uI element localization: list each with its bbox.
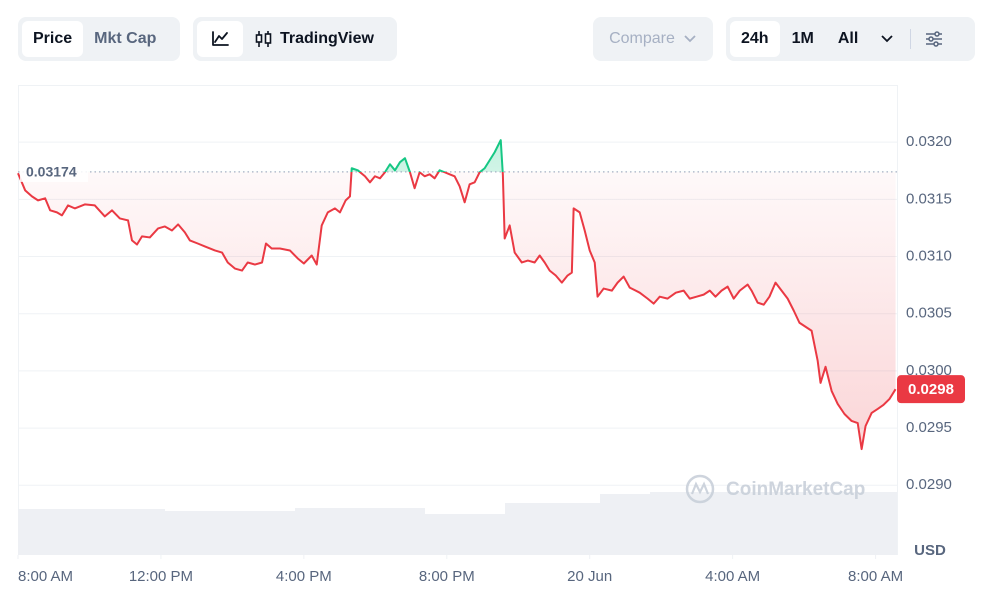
- y-tick-label: 0.0320: [906, 133, 952, 150]
- baseline-label: 0.03174: [26, 164, 77, 180]
- view-group: TradingView: [193, 17, 397, 61]
- x-tick-label: 8:00 PM: [419, 568, 475, 585]
- y-tick-label: 0.0290: [906, 476, 952, 493]
- price-line: [17, 139, 897, 451]
- watermark: CoinMarketCap: [685, 474, 865, 504]
- watermark-logo-mark: [690, 481, 710, 495]
- watermark-text: CoinMarketCap: [726, 479, 865, 500]
- current-price-label: 0.0298: [908, 381, 954, 398]
- tradingview-button[interactable]: TradingView: [243, 21, 385, 57]
- grid: 0.0290 0.0295 0.0300 0.0305 0.0310 0.0315 0.03…: [17, 133, 952, 585]
- range-group: 24h 1M All: [726, 17, 975, 61]
- x-tick-label: 8:00 AM: [848, 568, 903, 585]
- compare-label: Compare: [609, 30, 675, 47]
- settings-icon: [926, 31, 943, 47]
- x-tick-label: 8:00 AM: [18, 568, 73, 585]
- watermark-logo: [685, 474, 715, 504]
- compare-button[interactable]: Compare: [598, 21, 708, 57]
- y-tick-label: 0.0305: [906, 305, 952, 322]
- line-view-button[interactable]: [197, 21, 243, 57]
- price-area: [18, 140, 896, 450]
- range-button[interactable]: All: [837, 30, 859, 47]
- chevron-icon: [881, 35, 893, 43]
- range-button[interactable]: 24h: [730, 21, 780, 57]
- line-icon: [212, 31, 229, 46]
- divider: [910, 29, 912, 49]
- compare-group: Compare: [593, 17, 713, 61]
- tradingview-label: TradingView: [280, 30, 374, 47]
- settings-button[interactable]: [917, 21, 951, 57]
- candle-icon: [255, 31, 272, 47]
- y-tick-label: 0.0295: [906, 419, 952, 436]
- tab-button[interactable]: Mkt Cap: [94, 30, 157, 47]
- volume-area: [18, 492, 897, 555]
- currency-label: USD: [914, 542, 946, 559]
- x-tick-label: 12:00 PM: [129, 568, 193, 585]
- x-tick-label: 4:00 AM: [705, 568, 760, 585]
- range-button[interactable]: 1M: [791, 30, 814, 47]
- current-price-badge: [897, 375, 965, 404]
- range-dropdown[interactable]: [870, 21, 904, 57]
- y-tick-label: 0.0300: [906, 362, 952, 379]
- tab-group: Price Mkt Cap: [18, 17, 180, 61]
- tab-button[interactable]: Price: [22, 21, 84, 57]
- y-tick-label: 0.0315: [906, 190, 952, 207]
- y-tick-label: 0.0310: [906, 248, 952, 265]
- plot: 0.03174 0.0298: [17, 139, 965, 451]
- chevron-icon: [684, 35, 696, 43]
- x-tick-label: 4:00 PM: [276, 568, 332, 585]
- x-tick-label: 20 Jun: [567, 568, 612, 585]
- baseline-label-bg: [20, 161, 88, 182]
